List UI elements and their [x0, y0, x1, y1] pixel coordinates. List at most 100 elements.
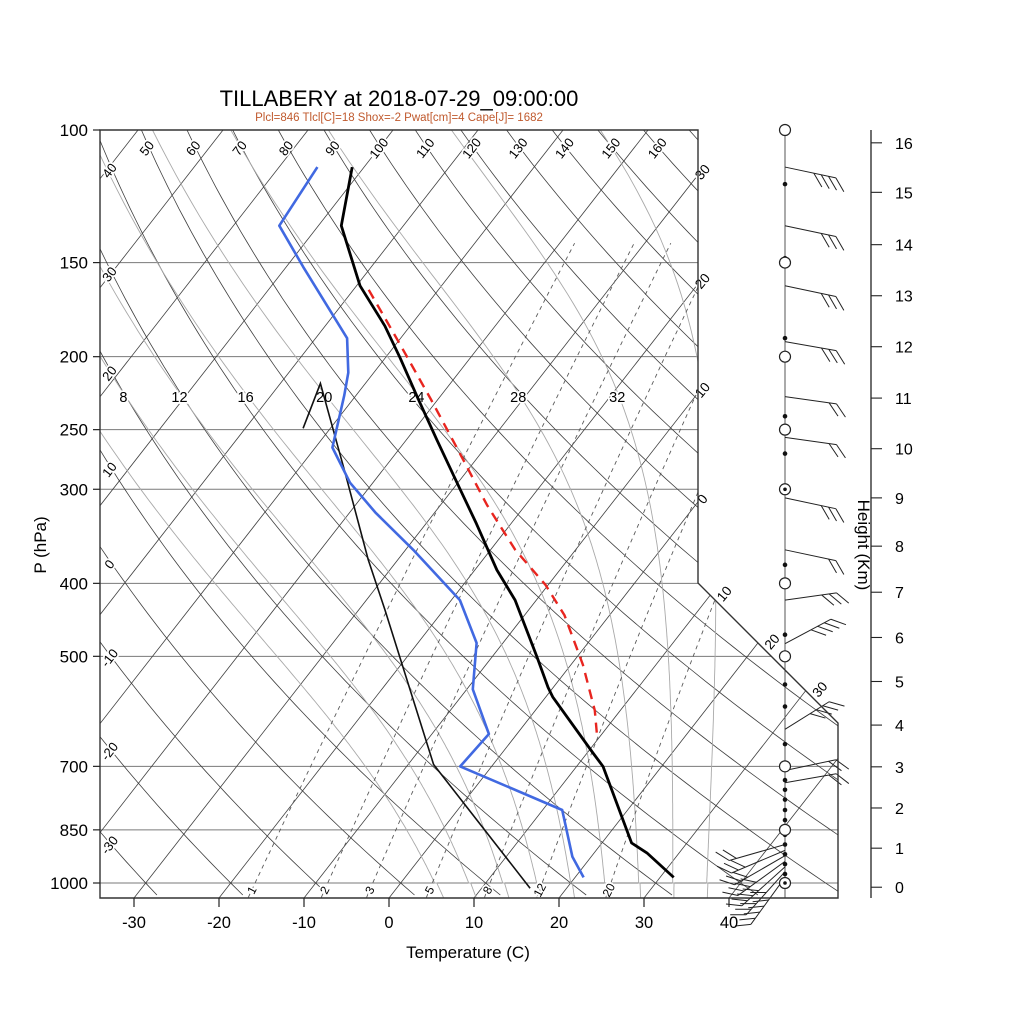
mixing-ratio-label: 3: [362, 884, 378, 897]
station-circle: [778, 650, 792, 663]
isotherm-line: [0, 130, 53, 898]
isotherm-line: [100, 130, 649, 898]
pressure-tick-label: 500: [60, 647, 88, 666]
moist-adiabat-label: 12: [171, 390, 187, 406]
temperature-tick-label: -20: [207, 914, 231, 932]
station-circle-dot: [783, 487, 787, 492]
isotherm-label: 20: [692, 271, 713, 292]
isotherm-line: [100, 130, 564, 898]
station-dot: [782, 777, 788, 783]
dry-adiabat-label: 50: [136, 138, 157, 159]
dry-adiabat-label: -10: [98, 646, 121, 670]
height-tick-label: 1: [895, 841, 904, 858]
moist-adiabat-line: [100, 130, 543, 898]
station-circle: [778, 760, 792, 773]
wind-barb: [784, 166, 845, 192]
height-tick-label: 9: [895, 491, 904, 508]
station-dot: [782, 787, 788, 793]
temperature-tick-label: -10: [292, 914, 316, 932]
dry-adiabat-line: [506, 130, 838, 896]
dry-adiabat-line: [460, 130, 838, 896]
height-axis-title: Height (Km): [854, 500, 873, 591]
station-dot: [782, 817, 788, 823]
y-axis-title: P (hPa): [31, 516, 50, 573]
station-dot: [782, 704, 788, 709]
moist-adiabat-line: [100, 130, 510, 898]
moist-adiabat-label: 32: [609, 390, 625, 406]
dry-adiabat-label: 160: [645, 135, 670, 161]
temperature-tick-label: 30: [635, 914, 653, 932]
wind-barb: [784, 436, 846, 459]
pressure-tick-label: 150: [60, 254, 88, 273]
isotherm-label: 0: [694, 491, 710, 506]
x-axis-title: Temperature (C): [406, 943, 530, 962]
isotherm-line: [558, 130, 838, 898]
pressure-tick-label: 100: [60, 121, 88, 140]
wind-barb-column: [715, 123, 850, 927]
pressure-tick-label: 300: [60, 480, 88, 499]
chart-title: TILLABERY at 2018-07-29_09:00:00: [219, 86, 579, 111]
dry-adiabat-line: [100, 130, 759, 896]
station-dot: [782, 741, 788, 747]
dry-adiabat-line: [551, 130, 838, 896]
isotherm-line: [133, 130, 734, 898]
mixing-ratio-label: 1: [244, 884, 260, 897]
station-circle: [778, 350, 792, 363]
dry-adiabat-line: [323, 130, 838, 896]
station-circle: [778, 123, 792, 137]
wind-barb: [784, 285, 845, 311]
temperature-tick-label: -30: [122, 914, 146, 932]
dry-adiabat-line: [100, 130, 244, 896]
height-tick-label: 0: [895, 880, 904, 897]
station-dot: [782, 451, 788, 456]
isotherm-line: [100, 130, 394, 898]
wind-barb: [784, 592, 850, 606]
height-tick-label: 5: [895, 674, 904, 691]
wind-barb: [784, 497, 845, 523]
mixing-ratio-label: 5: [422, 884, 438, 897]
dry-adiabat-line: [186, 130, 838, 896]
mixing-ratio-label: 2: [317, 884, 333, 897]
height-tick-label: 15: [895, 185, 913, 202]
dry-adiabat-line: [100, 130, 415, 896]
wind-barb: [730, 871, 786, 916]
dry-adiabat-label: -30: [98, 833, 121, 857]
isotherm-label: 30: [692, 162, 713, 183]
wind-barb: [784, 618, 847, 645]
height-tick-label: 14: [895, 238, 913, 255]
dry-adiabat-line: [141, 130, 838, 896]
isotherm-label: 10: [692, 380, 713, 401]
dry-adiabat-label: 60: [183, 138, 204, 159]
dry-adiabat-label: 80: [276, 138, 297, 159]
station-circle: [778, 423, 792, 436]
moist-adiabat-label: 28: [510, 390, 526, 406]
moist-adiabat-line: [328, 130, 642, 898]
dry-adiabat-line: [232, 130, 838, 896]
dry-adiabat-line: [100, 130, 587, 896]
background-labels: 50 60 70 80 90 100 110 120 130 140 150 160403020100…: [96, 133, 832, 901]
wind-barb: [784, 225, 845, 251]
height-tick-label: 6: [895, 630, 904, 647]
station-circle: [778, 577, 792, 590]
temperature-tick-label: 0: [384, 914, 393, 932]
parcel-curve: [367, 289, 598, 734]
station-circle-dot: [783, 881, 787, 885]
station-dot: [782, 335, 788, 341]
temperature-tick-label: 10: [465, 914, 483, 932]
chart-subtitle: Plcl=846 Tlcl[C]=18 Shox=-2 Pwat[cm]=4 C…: [255, 112, 543, 124]
station-dot: [782, 807, 788, 813]
station-dot: [782, 632, 788, 637]
pressure-tick-label: 850: [60, 821, 88, 840]
wind-barb: [784, 773, 850, 786]
moist-adiabat-line: [100, 130, 445, 898]
height-tick-label: 4: [895, 718, 904, 735]
isotherm-line: [100, 130, 309, 898]
height-tick-label: 11: [895, 391, 912, 408]
height-tick-label: 12: [895, 340, 913, 357]
mixing-ratio-line: [536, 243, 808, 898]
isotherm-line: [100, 130, 139, 898]
mixing-ratio-line: [320, 242, 635, 898]
